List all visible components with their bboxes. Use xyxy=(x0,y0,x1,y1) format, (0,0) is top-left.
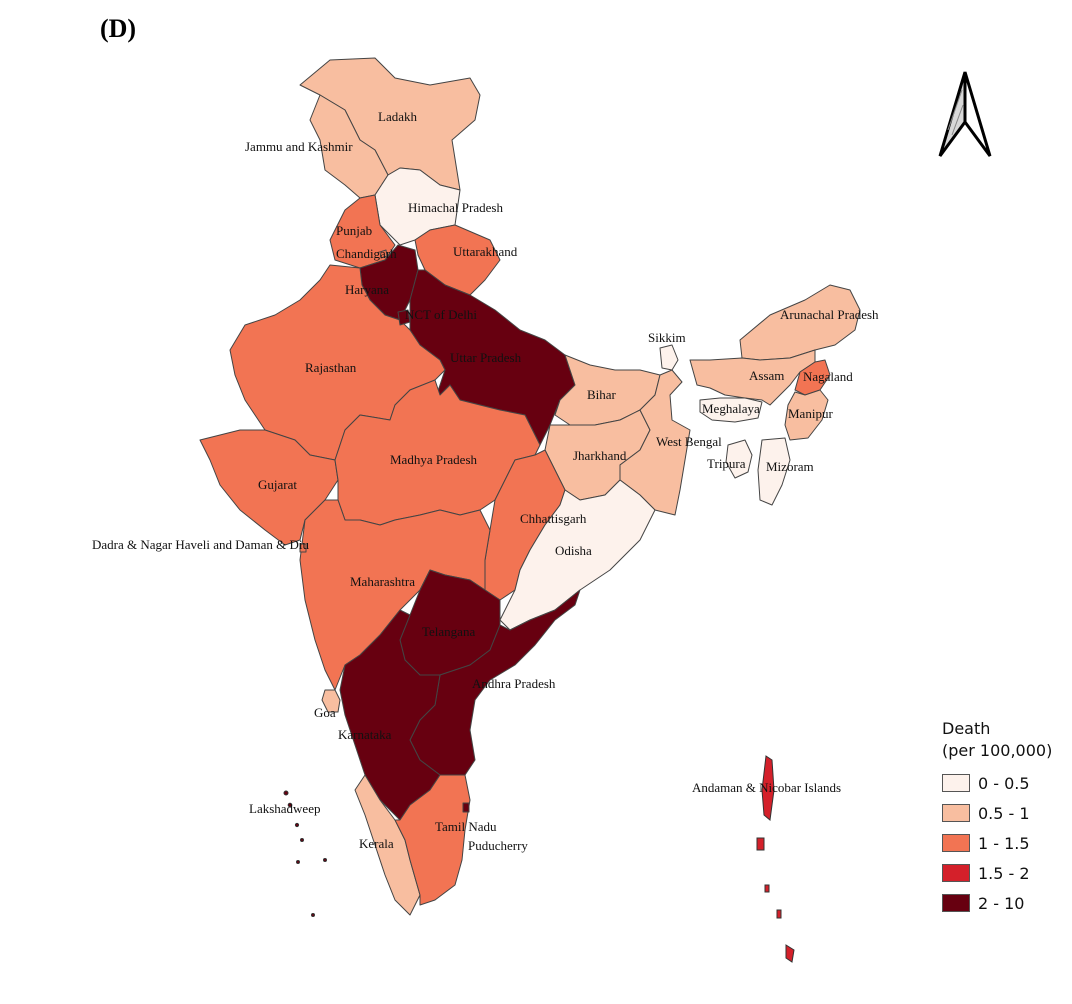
legend-label: 1 - 1.5 xyxy=(978,833,1030,853)
legend-item: 1 - 1.5 xyxy=(942,828,1052,858)
label-dnh-dd: Dadra & Nagar Haveli and Daman & Diu xyxy=(92,537,309,552)
label-rajasthan: Rajasthan xyxy=(305,360,357,375)
label-odisha: Odisha xyxy=(555,543,592,558)
andaman-island xyxy=(756,837,765,851)
label-assam: Assam xyxy=(749,368,784,383)
region-mizoram xyxy=(757,437,791,506)
region-dnh-dd xyxy=(299,543,307,553)
andaman-island xyxy=(764,884,770,893)
label-delhi: NCT of Delhi xyxy=(405,307,477,322)
label-haryana: Haryana xyxy=(345,282,389,297)
label-chandigarh: Chandigarh xyxy=(336,246,397,261)
region-assam xyxy=(689,349,816,406)
legend-item: 2 - 10 xyxy=(942,888,1052,918)
region-uttarakhand xyxy=(414,224,501,296)
label-tripura: Tripura xyxy=(707,456,746,471)
legend-swatch xyxy=(942,804,970,822)
region-tamil-nadu xyxy=(394,774,471,906)
lakshadweep-island xyxy=(323,858,327,862)
andaman-island xyxy=(761,755,775,821)
legend-title-line2: (per 100,000) xyxy=(942,741,1053,760)
region-manipur xyxy=(784,389,829,441)
label-meghalaya: Meghalaya xyxy=(702,401,760,416)
label-punjab: Punjab xyxy=(336,223,372,238)
label-himachal: Himachal Pradesh xyxy=(408,200,503,215)
region-punjab xyxy=(329,194,396,269)
lakshadweep-island xyxy=(283,790,289,796)
legend-swatch xyxy=(942,894,970,912)
legend-label: 2 - 10 xyxy=(978,893,1025,913)
label-jammu-kashmir: Jammu and Kashmir xyxy=(245,139,353,154)
lakshadweep-island xyxy=(296,860,300,864)
region-puducherry xyxy=(462,802,470,813)
region-goa xyxy=(321,689,341,713)
lakshadweep-island xyxy=(300,838,304,842)
label-karnataka: Karnataka xyxy=(338,727,392,742)
lakshadweep-island xyxy=(287,802,293,808)
legend-title-line1: Death xyxy=(942,719,991,738)
label-west-bengal: West Bengal xyxy=(656,434,722,449)
label-tamil-nadu: Tamil Nadu xyxy=(435,819,497,834)
region-nagaland xyxy=(794,359,831,396)
label-uttarakhand: Uttarakhand xyxy=(453,244,518,259)
label-manipur: Manipur xyxy=(788,406,833,421)
label-mizoram: Mizoram xyxy=(766,459,814,474)
legend-item: 0 - 0.5 xyxy=(942,768,1052,798)
label-lakshadweep: Lakshadweep xyxy=(249,801,320,816)
north-arrow-icon xyxy=(938,71,992,157)
label-bihar: Bihar xyxy=(587,387,617,402)
label-chhattisgarh: Chhattisgarh xyxy=(520,511,587,526)
label-madhya-pradesh: Madhya Pradesh xyxy=(390,452,478,467)
andaman-island xyxy=(776,909,782,919)
label-ladakh: Ladakh xyxy=(378,109,417,124)
label-uttar-pradesh: Uttar Pradesh xyxy=(450,350,522,365)
label-sikkim: Sikkim xyxy=(648,330,686,345)
label-telangana: Telangana xyxy=(422,624,475,639)
label-andhra-pradesh: Andhra Pradesh xyxy=(472,676,556,691)
region-sikkim xyxy=(659,344,679,371)
label-nagaland: Nagaland xyxy=(803,369,853,384)
lakshadweep-island xyxy=(311,913,315,917)
region-meghalaya xyxy=(699,397,763,423)
region-karnataka xyxy=(339,609,441,821)
region-arunachal xyxy=(739,284,861,361)
label-maharashtra: Maharashtra xyxy=(350,574,415,589)
andaman-islands xyxy=(756,755,795,963)
region-west-bengal xyxy=(619,369,691,516)
legend-swatch xyxy=(942,864,970,882)
lakshadweep-island xyxy=(294,822,300,828)
region-chandigarh xyxy=(379,249,388,259)
region-himachal xyxy=(374,167,461,246)
legend-swatch xyxy=(942,834,970,852)
andaman-island xyxy=(785,944,795,963)
region-tripura xyxy=(725,439,753,479)
legend-swatch xyxy=(942,774,970,792)
map-legend: Death (per 100,000) 0 - 0.5 0.5 - 1 1 - 1.… xyxy=(942,718,1052,918)
lakshadweep-islands xyxy=(283,790,327,917)
legend-rows: 0 - 0.5 0.5 - 1 1 - 1.5 1.5 - 2 2 - 10 xyxy=(942,768,1052,918)
legend-label: 1.5 - 2 xyxy=(978,863,1030,883)
region-shapes xyxy=(199,57,861,916)
label-gujarat: Gujarat xyxy=(258,477,297,492)
legend-label: 0 - 0.5 xyxy=(978,773,1030,793)
label-goa: Goa xyxy=(314,705,336,720)
label-jharkhand: Jharkhand xyxy=(573,448,627,463)
label-arunachal: Arunachal Pradesh xyxy=(780,307,879,322)
legend-item: 0.5 - 1 xyxy=(942,798,1052,828)
legend-label: 0.5 - 1 xyxy=(978,803,1030,823)
label-kerala: Kerala xyxy=(359,836,394,851)
legend-item: 1.5 - 2 xyxy=(942,858,1052,888)
region-labels: Ladakh Jammu and Kashmir Himachal Prades… xyxy=(92,109,879,853)
label-puducherry: Puducherry xyxy=(468,838,528,853)
panel-label: (D) xyxy=(100,14,137,43)
label-andaman: Andaman & Nicobar Islands xyxy=(692,780,841,795)
region-delhi xyxy=(397,309,411,326)
